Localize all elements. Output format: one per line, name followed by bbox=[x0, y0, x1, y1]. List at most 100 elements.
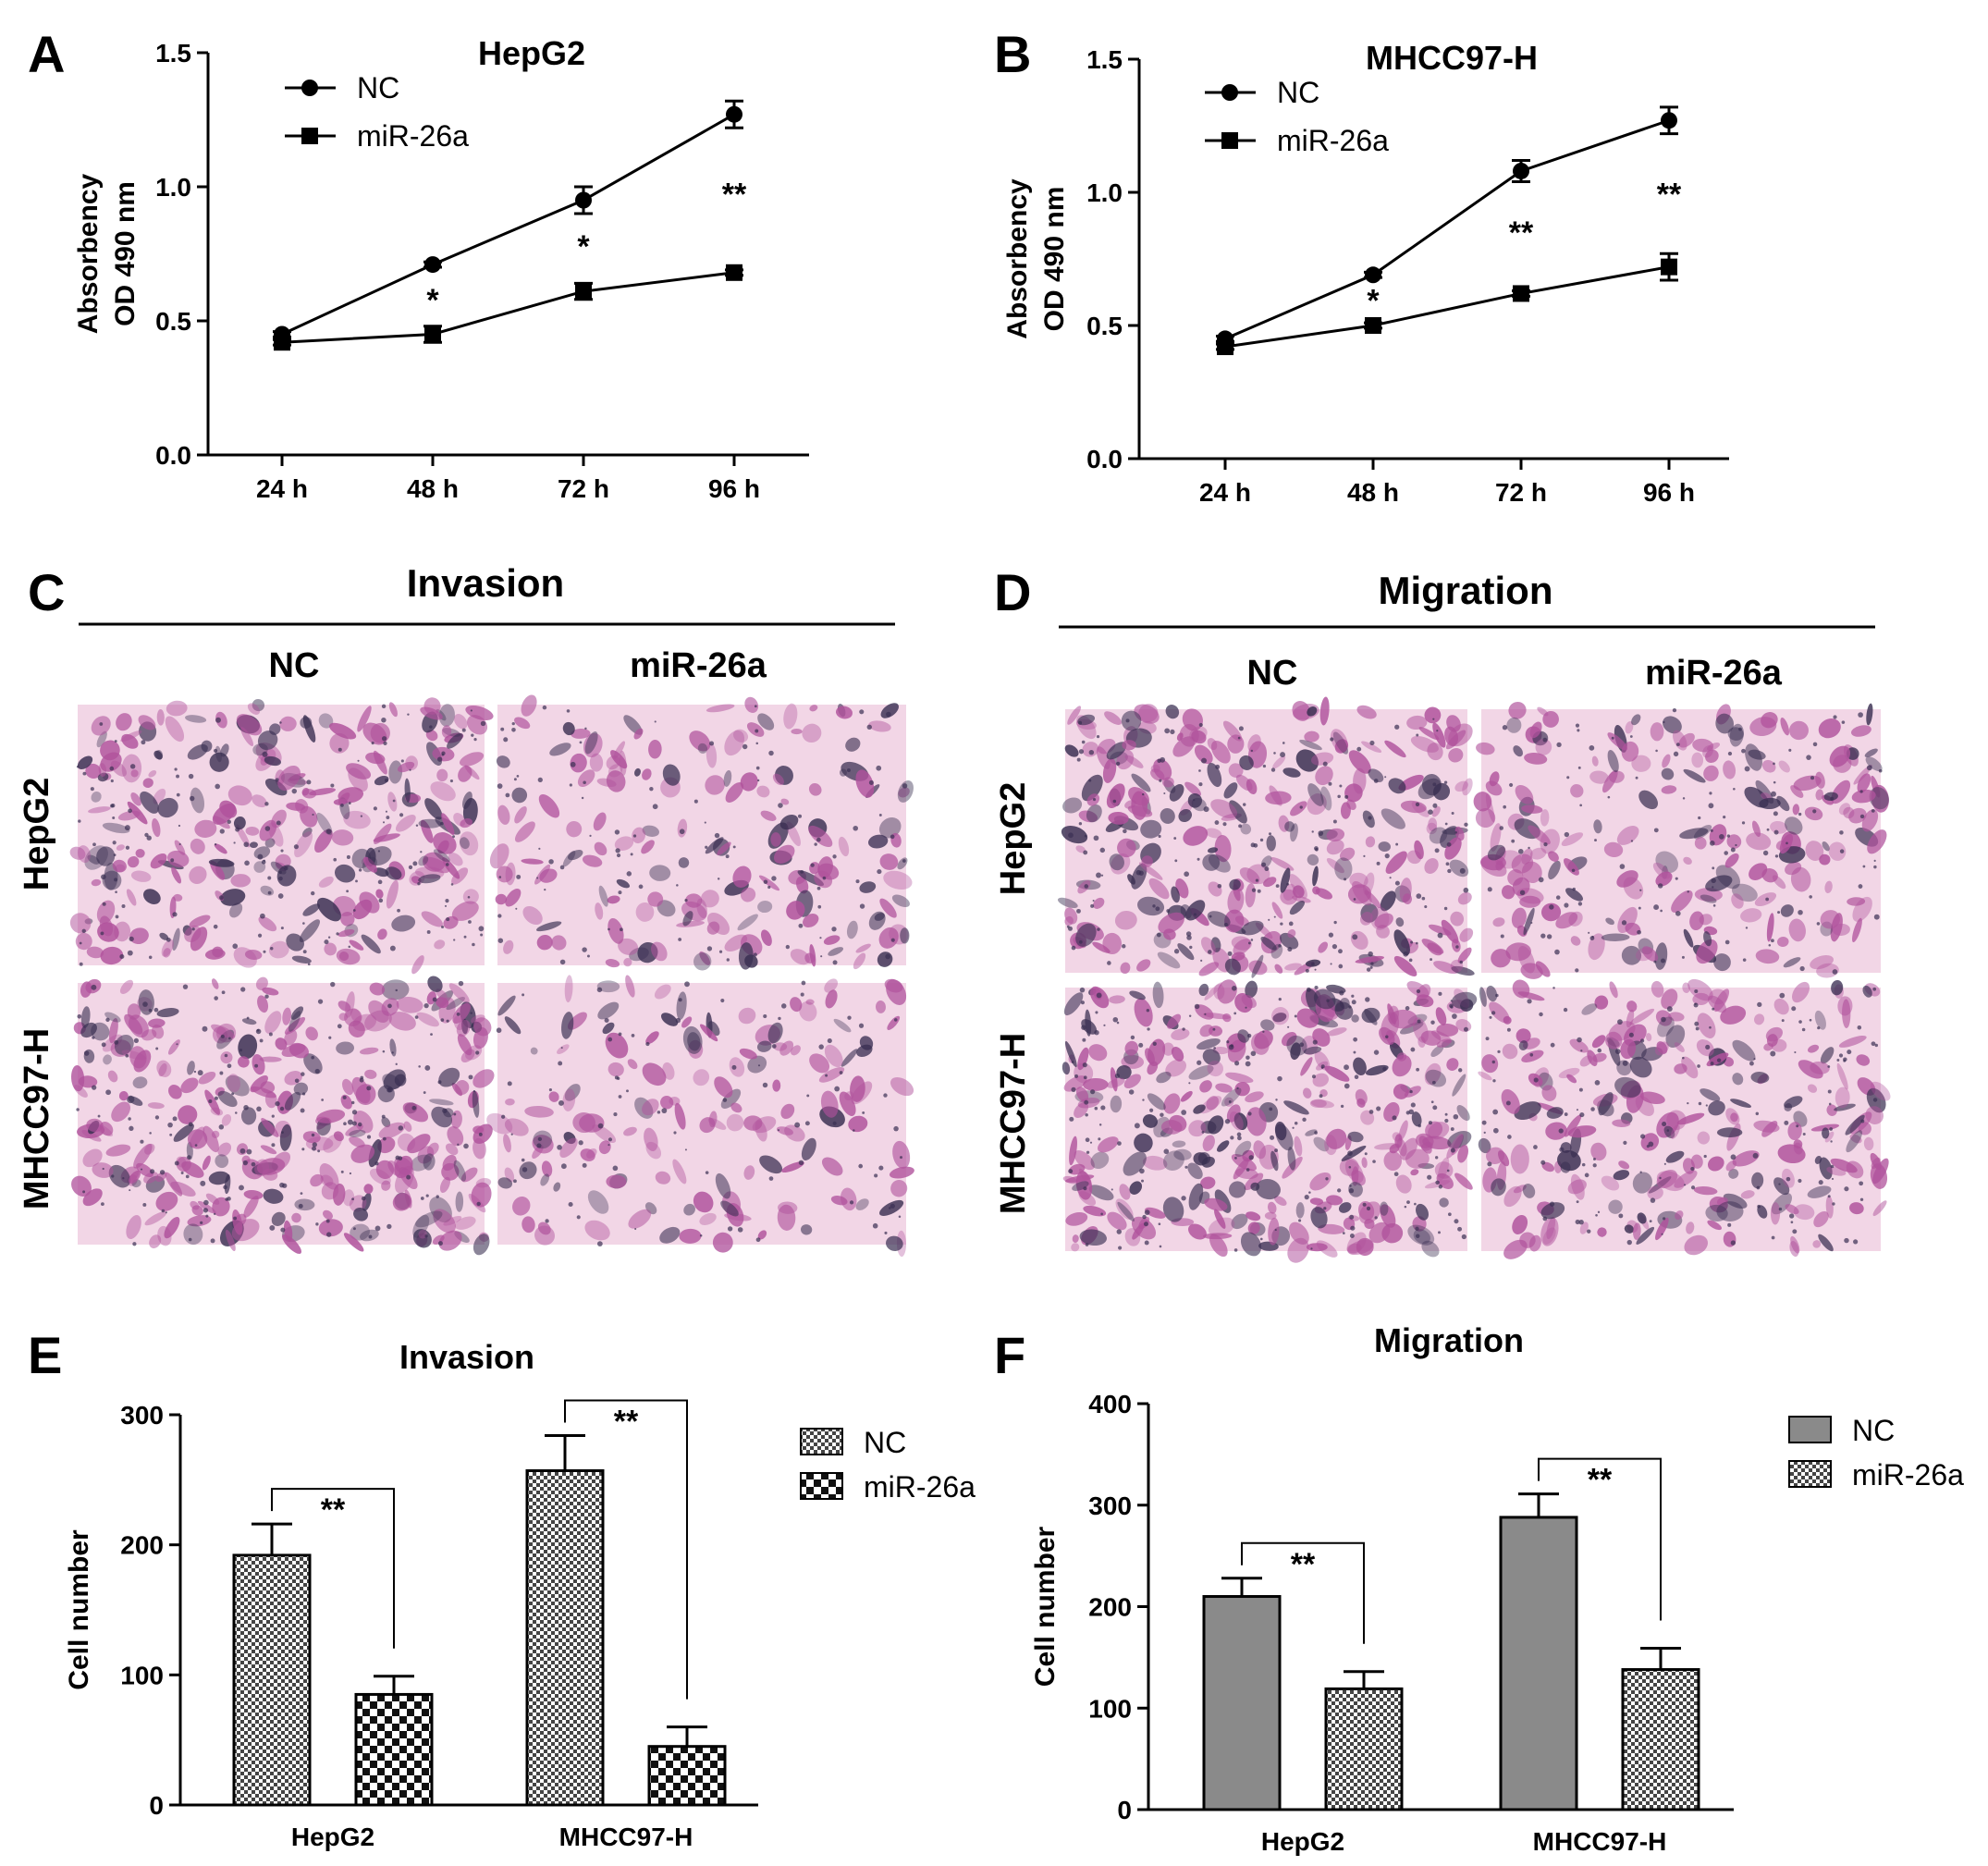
pore-dot bbox=[1331, 944, 1338, 950]
cell-blob bbox=[1207, 911, 1231, 927]
cell-blob bbox=[1775, 841, 1786, 851]
cell-blob bbox=[521, 858, 544, 865]
cell-blob bbox=[1481, 1054, 1499, 1074]
pore-dot bbox=[673, 1131, 677, 1135]
cell-blob bbox=[618, 938, 639, 955]
cell-blob bbox=[194, 819, 217, 838]
cell-blob bbox=[587, 1190, 609, 1214]
pore-dot bbox=[1444, 822, 1448, 826]
pore-dot bbox=[1710, 829, 1713, 832]
cell-blob bbox=[1307, 706, 1318, 717]
pore-dot bbox=[798, 1160, 804, 1166]
cell-blob bbox=[270, 861, 287, 875]
chart-title: Migration bbox=[1374, 1321, 1524, 1359]
cell-blob bbox=[1245, 1091, 1264, 1103]
pore-dot bbox=[1579, 804, 1583, 807]
pore-dot bbox=[1093, 835, 1099, 841]
cell-blob bbox=[1304, 730, 1319, 743]
cell-blob bbox=[1790, 1235, 1800, 1254]
pore-dot bbox=[834, 1086, 841, 1092]
cell-blob bbox=[672, 1159, 687, 1185]
cell-blob bbox=[397, 1133, 416, 1151]
cell-blob bbox=[845, 737, 861, 752]
pore-dot bbox=[1724, 939, 1730, 945]
pore-dot bbox=[544, 888, 546, 891]
pore-dot bbox=[321, 1099, 325, 1101]
cell-blob bbox=[1185, 900, 1206, 921]
pore-dot bbox=[1409, 1089, 1413, 1094]
pore-dot bbox=[81, 928, 86, 933]
pore-dot bbox=[718, 950, 723, 953]
cell-blob bbox=[1597, 1227, 1607, 1237]
cell-blob bbox=[1167, 1013, 1182, 1029]
cell-blob bbox=[152, 818, 161, 838]
cell-blob bbox=[1109, 853, 1124, 871]
pore-dot bbox=[1444, 1112, 1448, 1116]
significance-bracket bbox=[271, 1488, 395, 1649]
cell-blob bbox=[1785, 816, 1803, 835]
pore-dot bbox=[101, 1042, 106, 1048]
pore-dot bbox=[239, 1049, 243, 1052]
pore-dot bbox=[437, 1241, 443, 1246]
pore-dot bbox=[542, 705, 547, 710]
cell-blob bbox=[221, 1113, 232, 1126]
pore-dot bbox=[122, 1177, 125, 1180]
pore-dot bbox=[1839, 849, 1845, 853]
pore-dot bbox=[1491, 1011, 1496, 1015]
pore-dot bbox=[505, 792, 510, 798]
pore-dot bbox=[1185, 931, 1192, 937]
cell-blob bbox=[1683, 768, 1706, 783]
pore-dot bbox=[839, 1071, 843, 1074]
pore-dot bbox=[1450, 1000, 1453, 1002]
cell-blob bbox=[190, 927, 208, 951]
pore-dot bbox=[1269, 832, 1272, 836]
cell-blob bbox=[1416, 1203, 1429, 1221]
pore-dot bbox=[1209, 915, 1212, 918]
cell-blob bbox=[1788, 720, 1809, 741]
pore-dot bbox=[1581, 1162, 1586, 1167]
x-tick-label: 24 h bbox=[1199, 478, 1251, 507]
cell-blob bbox=[790, 949, 810, 965]
cell-blob bbox=[333, 1131, 344, 1142]
pore-dot bbox=[612, 1165, 619, 1172]
pore-dot bbox=[1495, 993, 1499, 998]
pore-dot bbox=[457, 1143, 460, 1146]
cell-blob bbox=[820, 1090, 839, 1118]
pore-dot bbox=[1712, 886, 1714, 889]
pore-dot bbox=[1275, 884, 1280, 888]
cell-blob bbox=[447, 732, 463, 749]
pore-dot bbox=[1274, 1148, 1279, 1153]
pore-dot bbox=[1455, 945, 1459, 949]
pore-dot bbox=[1635, 776, 1638, 780]
cell-blob bbox=[693, 1191, 714, 1213]
pore-dot bbox=[221, 990, 226, 995]
cell-blob bbox=[1857, 773, 1871, 793]
cell-blob bbox=[294, 831, 313, 858]
cell-blob bbox=[430, 781, 456, 802]
pore-dot bbox=[1080, 1001, 1086, 1005]
cell-blob bbox=[128, 1096, 143, 1106]
pore-dot bbox=[1081, 740, 1086, 744]
pore-dot bbox=[1340, 1104, 1344, 1109]
cell-blob bbox=[1064, 915, 1074, 927]
cell-blob bbox=[300, 805, 318, 828]
cell-blob bbox=[178, 1105, 198, 1124]
cell-blob bbox=[800, 1224, 813, 1235]
bar bbox=[647, 1745, 727, 1807]
cell-blob bbox=[1746, 832, 1772, 851]
cell-blob bbox=[348, 1020, 365, 1037]
cell-blob bbox=[1312, 886, 1320, 895]
pore-dot bbox=[141, 740, 146, 745]
cell-blob bbox=[1331, 729, 1348, 753]
pore-dot bbox=[1841, 720, 1846, 724]
pore-dot bbox=[1370, 962, 1374, 965]
y-tick-label: 100 bbox=[1088, 1694, 1132, 1723]
cell-blob bbox=[681, 1016, 693, 1028]
pore-dot bbox=[444, 904, 448, 907]
pore-dot bbox=[1673, 751, 1679, 757]
pore-dot bbox=[1464, 822, 1468, 827]
cell-blob bbox=[780, 1103, 795, 1120]
cell-blob bbox=[1334, 1001, 1354, 1020]
pore-dot bbox=[1332, 819, 1337, 824]
cell-blob bbox=[1427, 743, 1443, 761]
